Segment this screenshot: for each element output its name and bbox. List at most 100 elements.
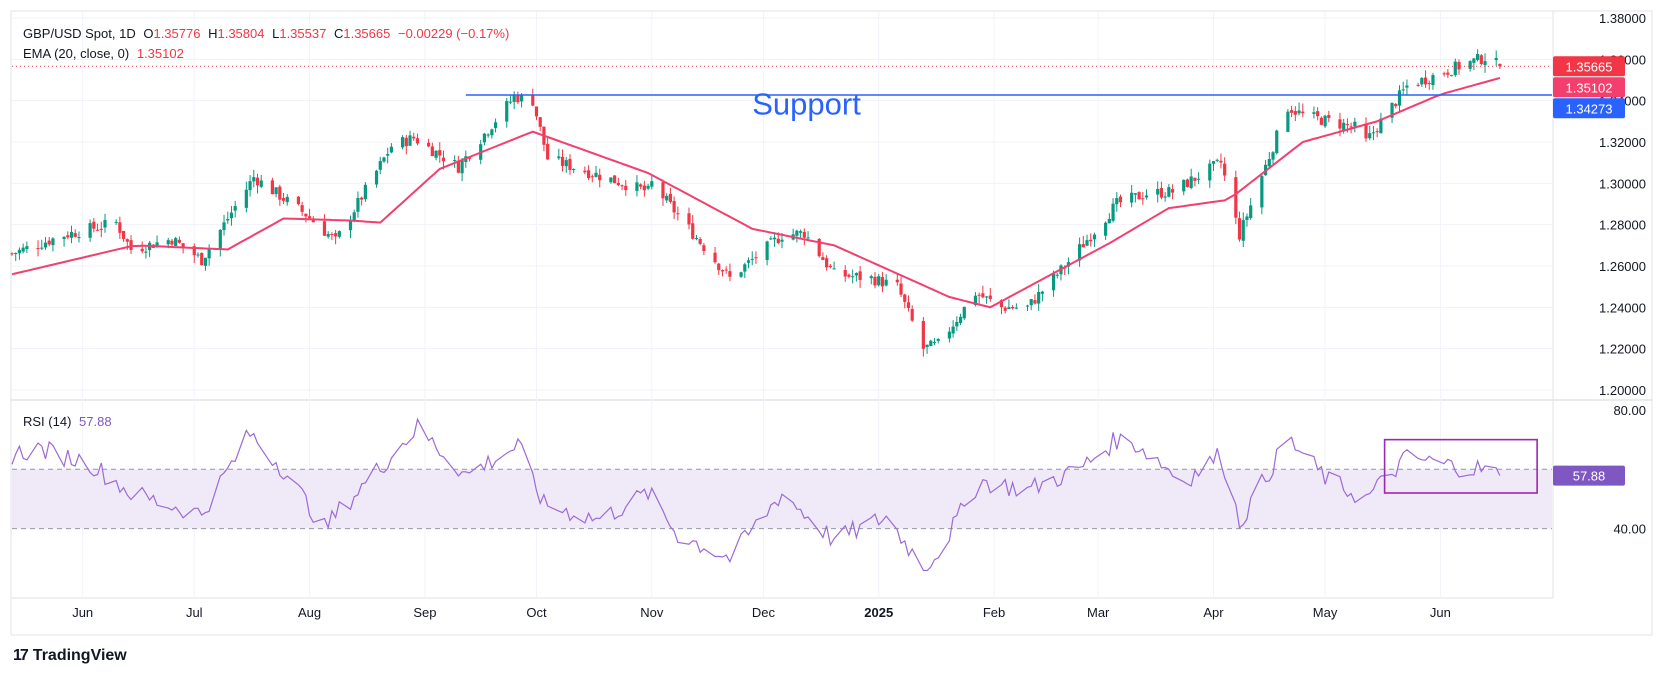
candle-body (252, 177, 256, 182)
candle-body (750, 258, 754, 260)
candle-body (1089, 239, 1093, 242)
candle-body (1167, 187, 1171, 197)
candle-body (278, 186, 282, 200)
candle-body (1442, 73, 1446, 75)
candle-body (1267, 158, 1271, 167)
candle-body (404, 137, 408, 147)
candle-body (1211, 161, 1216, 164)
candle-body (1364, 123, 1368, 139)
symbol-legend: GBP/USD Spot, 1D O1.35776 H1.35804 L1.35… (23, 26, 513, 42)
candle-body (1301, 111, 1305, 114)
candle-body (66, 235, 70, 238)
price-tick-label: 1.22000 (1599, 342, 1646, 357)
candle-body (1494, 58, 1498, 61)
candle-body (624, 185, 628, 191)
candle-body (1338, 119, 1342, 129)
candle-body (363, 184, 367, 200)
candle-body (486, 134, 490, 136)
candle-body (1092, 234, 1097, 240)
candle-body (1453, 61, 1457, 76)
candle-body (728, 271, 732, 277)
candle-body (877, 276, 881, 286)
candle-body (348, 220, 353, 231)
candle-body (962, 306, 966, 319)
candle-body (490, 129, 494, 136)
candle-body (434, 150, 438, 158)
candle-body (92, 221, 96, 229)
candle-body (21, 247, 25, 252)
candle-body (304, 213, 308, 217)
candle-body (285, 196, 289, 203)
candle-body (531, 94, 535, 106)
rsi-value-tag (1553, 465, 1625, 486)
candle-body (702, 245, 706, 252)
price-tick-label: 1.38000 (1599, 11, 1646, 26)
candle-body (1249, 205, 1253, 218)
candle-body (1215, 159, 1219, 161)
candle-body (921, 320, 925, 349)
candle-body (739, 272, 743, 277)
candle-body (43, 242, 48, 248)
candle-body (769, 238, 773, 240)
candle-body (207, 248, 211, 259)
candle-body (1323, 115, 1327, 127)
candle-body (1290, 110, 1294, 113)
high-label: H (208, 26, 218, 41)
candle-body (642, 185, 646, 191)
price-tag-ema (1553, 77, 1625, 98)
time-tick-label: Nov (640, 605, 664, 620)
candle-body (1241, 220, 1245, 241)
candle-body (1286, 111, 1290, 132)
candle-body (1390, 102, 1394, 118)
candle-body (1498, 63, 1502, 67)
rsi-highlight-box (1383, 438, 1538, 494)
candle-body (334, 233, 338, 237)
candle-body (557, 156, 561, 159)
candle-body (125, 239, 129, 242)
tradingview-logo[interactable]: 17 TradingView (13, 647, 127, 665)
candle-body (62, 236, 66, 240)
candle-body (516, 95, 520, 103)
candle-body (408, 135, 412, 146)
candle-body (114, 221, 118, 223)
rsi-tick-label: 40.00 (1613, 522, 1646, 537)
candle-body (382, 157, 386, 162)
candle-body (460, 160, 464, 174)
candle-body (36, 248, 40, 250)
rsi-line (11, 417, 1501, 572)
candle-body (259, 180, 263, 187)
candle-body (200, 252, 204, 266)
candle-body (427, 142, 431, 147)
candle-body (1085, 240, 1089, 246)
candle-body (1237, 218, 1242, 240)
candle-body (958, 316, 963, 323)
candle-body (1156, 188, 1160, 195)
candle-body (1077, 244, 1082, 261)
candle-body (724, 269, 728, 271)
candle-body (1416, 84, 1420, 86)
candle-body (854, 273, 858, 276)
candle-body (1133, 193, 1137, 195)
candle-body (936, 338, 940, 341)
candle-body (430, 146, 434, 157)
candle-body (754, 257, 758, 259)
candle-body (691, 223, 695, 239)
tradingview-logo-icon: 17 (13, 647, 29, 664)
price-tag-text-support: 1.34273 (1566, 101, 1613, 116)
candle-body (14, 252, 18, 254)
candle-body (583, 170, 587, 173)
ema-value: 1.35102 (136, 46, 184, 61)
price-tick-label: 1.24000 (1599, 300, 1646, 315)
candle-body (895, 279, 899, 283)
candle-body (977, 294, 981, 296)
candle-body (1144, 195, 1149, 198)
time-tick-label: Jun (72, 605, 93, 620)
candle-body (1197, 178, 1201, 180)
candle-body (1472, 58, 1476, 63)
time-tick-label: Feb (983, 605, 1005, 620)
time-tick-label: Jun (1430, 605, 1451, 620)
time-tick-label: May (1313, 605, 1338, 620)
candle-body (218, 229, 222, 250)
candle-body (508, 101, 513, 103)
